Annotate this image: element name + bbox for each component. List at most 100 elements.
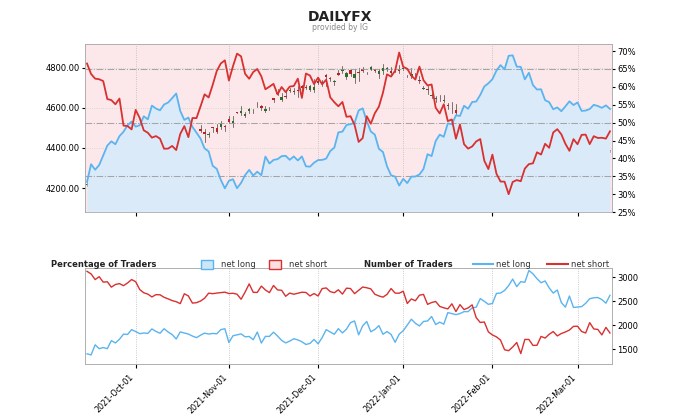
Bar [269,260,281,269]
Bar [540,146,542,148]
Bar [536,148,538,152]
Bar [377,71,380,74]
Bar [350,69,352,74]
Bar [552,156,554,158]
Bar [191,134,194,137]
Bar [147,137,149,138]
Bar [479,135,481,136]
Text: provided by IG: provided by IG [312,23,368,32]
Bar [435,98,437,99]
Bar [240,111,242,113]
Text: net short: net short [289,260,327,269]
Bar [143,136,145,139]
Bar [381,68,384,71]
Bar [556,155,558,158]
Bar [276,93,279,94]
Bar [301,86,303,89]
Bar [187,132,190,135]
Bar [390,71,392,73]
Bar [325,75,328,77]
Bar [179,124,182,125]
Bar [447,105,449,106]
Bar [373,69,376,71]
Bar [370,67,372,70]
Bar [418,80,421,82]
Bar [114,163,117,166]
Bar [224,126,226,127]
Bar [118,152,120,156]
Text: Number of Traders: Number of Traders [364,260,452,269]
Bar [199,129,202,131]
Bar [135,141,137,142]
Bar [296,90,299,91]
Bar [158,127,161,128]
Bar [430,95,432,96]
Bar [422,88,425,89]
Bar [195,138,198,139]
Bar [309,87,311,90]
Text: Percentage of Traders: Percentage of Traders [51,260,156,269]
Bar [216,128,218,132]
Bar [171,127,173,131]
Bar [511,140,514,142]
Bar [284,96,287,97]
Bar [341,69,343,71]
Bar [455,110,457,113]
Bar [386,68,388,69]
Bar [102,173,105,175]
Bar [236,112,238,113]
Bar [560,159,562,161]
Bar [264,109,267,110]
Bar [596,151,599,152]
Bar [362,69,364,71]
Bar [244,114,246,115]
Bar [398,69,401,71]
Bar [317,81,320,83]
Bar [163,131,165,134]
Bar [313,87,316,90]
Bar [515,135,518,138]
Bar [592,149,595,151]
Bar [203,132,206,134]
Bar [354,74,356,78]
Bar [292,91,295,92]
Bar [207,134,210,135]
Text: DAILYFX: DAILYFX [308,10,372,24]
Bar [499,139,502,141]
Bar [548,156,550,158]
Bar [94,180,97,181]
Bar [487,144,490,145]
Bar [584,153,587,154]
Bar [139,140,141,142]
Bar [183,129,186,131]
Bar [337,73,339,75]
Bar [426,89,429,90]
Bar [414,76,417,77]
Bar [220,124,222,127]
Bar [528,145,530,146]
Bar [475,126,477,127]
Bar [288,89,291,91]
Bar [228,119,230,122]
Bar [122,148,124,149]
Bar [524,139,526,140]
Text: net long: net long [221,260,256,269]
Bar [609,150,611,151]
Bar [345,73,347,77]
Bar [155,129,157,130]
Bar [86,184,88,185]
Bar [126,148,129,149]
Bar [201,260,213,269]
Bar [568,154,571,157]
Bar [272,98,275,100]
Bar [463,122,465,123]
Bar [358,72,360,73]
Bar [280,97,283,99]
Bar [333,81,335,82]
Text: net long: net long [496,260,531,269]
Bar [90,185,92,186]
Bar [131,141,133,143]
Bar [495,142,498,143]
Bar [600,150,603,153]
Bar [106,167,109,171]
